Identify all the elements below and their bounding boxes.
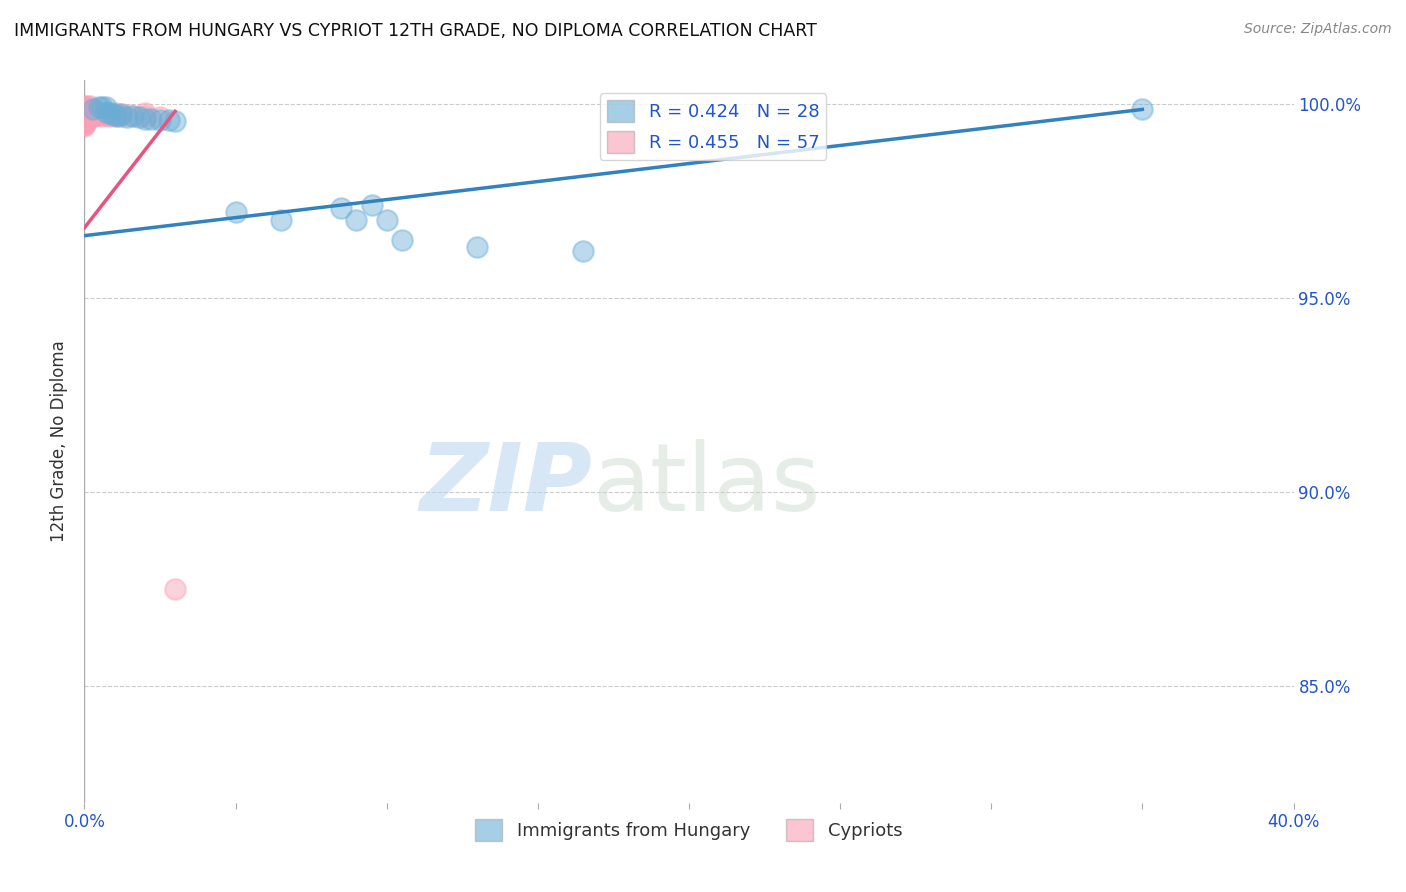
Point: [76, 112, 98, 127]
Point: [73, 110, 96, 124]
Point: [73, 101, 96, 115]
Point: [115, 110, 138, 124]
Point: [82, 108, 104, 122]
Point: [73, 109, 96, 123]
Point: [94, 106, 117, 120]
Point: [110, 109, 132, 123]
Point: [82, 105, 104, 120]
Y-axis label: 12th Grade, No Diploma: 12th Grade, No Diploma: [51, 341, 69, 542]
Point: [73, 118, 96, 132]
Text: ZIP: ZIP: [419, 439, 592, 531]
Point: [1130, 103, 1153, 117]
Point: [104, 109, 127, 123]
Point: [128, 110, 150, 124]
Point: [134, 106, 156, 120]
Point: [149, 112, 172, 127]
Point: [89, 100, 111, 114]
Point: [391, 233, 413, 247]
Point: [97, 106, 120, 120]
Point: [165, 582, 187, 596]
Point: [73, 111, 96, 125]
Point: [91, 109, 114, 123]
Point: [73, 108, 96, 122]
Point: [89, 106, 111, 120]
Point: [91, 100, 114, 114]
Point: [73, 117, 96, 131]
Point: [134, 112, 156, 127]
Point: [121, 109, 143, 123]
Point: [73, 112, 96, 127]
Text: IMMIGRANTS FROM HUNGARY VS CYPRIOT 12TH GRADE, NO DIPLOMA CORRELATION CHART: IMMIGRANTS FROM HUNGARY VS CYPRIOT 12TH …: [14, 22, 817, 40]
Point: [375, 213, 398, 227]
Point: [73, 114, 96, 128]
Point: [76, 114, 98, 128]
Point: [86, 106, 108, 120]
Text: Source: ZipAtlas.com: Source: ZipAtlas.com: [1244, 22, 1392, 37]
Point: [270, 213, 292, 227]
Point: [73, 105, 96, 120]
Point: [94, 105, 117, 120]
Point: [225, 205, 247, 219]
Point: [94, 108, 117, 122]
Point: [97, 109, 120, 123]
Point: [134, 109, 156, 123]
Point: [73, 119, 96, 133]
Point: [73, 104, 96, 119]
Point: [73, 106, 96, 120]
Point: [572, 244, 595, 259]
Point: [110, 107, 132, 121]
Point: [94, 100, 117, 114]
Point: [100, 107, 122, 121]
Point: [76, 110, 98, 124]
Point: [73, 103, 96, 117]
Text: atlas: atlas: [592, 439, 821, 531]
Point: [139, 112, 162, 127]
Point: [73, 100, 96, 114]
Point: [107, 109, 129, 123]
Point: [76, 106, 98, 120]
Point: [82, 109, 104, 123]
Legend: Immigrants from Hungary, Cypriots: Immigrants from Hungary, Cypriots: [468, 812, 910, 848]
Point: [330, 202, 353, 216]
Point: [73, 107, 96, 121]
Point: [79, 110, 101, 124]
Point: [91, 107, 114, 121]
Point: [100, 108, 122, 122]
Point: [79, 104, 101, 119]
Point: [76, 98, 98, 112]
Point: [467, 240, 489, 254]
Point: [346, 213, 368, 227]
Point: [86, 104, 108, 119]
Point: [76, 103, 98, 117]
Point: [118, 108, 141, 122]
Point: [79, 99, 101, 113]
Point: [104, 108, 127, 122]
Point: [79, 106, 101, 120]
Point: [76, 108, 98, 122]
Point: [73, 112, 96, 127]
Point: [165, 114, 187, 128]
Point: [86, 107, 108, 121]
Point: [110, 107, 132, 121]
Point: [82, 103, 104, 117]
Point: [360, 197, 382, 211]
Point: [89, 108, 111, 122]
Point: [157, 112, 180, 127]
Point: [73, 115, 96, 129]
Point: [73, 103, 96, 118]
Point: [73, 98, 96, 112]
Point: [79, 108, 101, 122]
Point: [82, 106, 104, 120]
Point: [149, 110, 172, 124]
Point: [97, 107, 120, 121]
Point: [104, 106, 127, 120]
